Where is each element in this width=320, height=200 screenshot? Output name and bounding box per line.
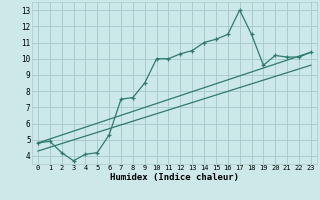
X-axis label: Humidex (Indice chaleur): Humidex (Indice chaleur) — [110, 173, 239, 182]
